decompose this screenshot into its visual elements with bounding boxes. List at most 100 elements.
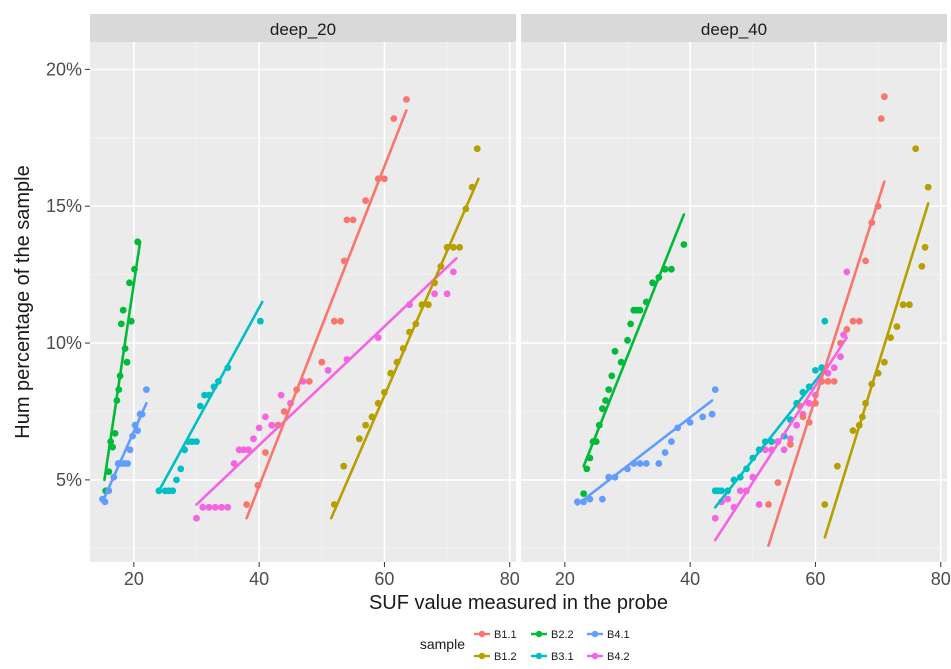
- data-point-B1-1: [280, 408, 288, 415]
- facet-strip-deep_20: [90, 14, 516, 42]
- data-point-B4-2: [240, 446, 247, 454]
- data-point-B2-2: [599, 405, 606, 413]
- data-point-B4-2: [431, 290, 438, 298]
- legend-key-point-B1-2: [478, 652, 486, 660]
- fit-line-B1-1: [245, 109, 408, 520]
- data-point-B4-2: [324, 367, 332, 374]
- fit-line-B1-2: [329, 177, 480, 520]
- x-tick-label: 20: [124, 569, 144, 589]
- facet-strip-label: deep_40: [701, 20, 767, 39]
- data-point-B1-1: [830, 378, 838, 385]
- data-point-B1-1: [381, 175, 388, 183]
- data-point-B4-2: [780, 446, 788, 454]
- data-point-B1-1: [843, 326, 851, 333]
- data-point-B2-2: [126, 279, 133, 287]
- data-point-B3-1: [821, 317, 829, 325]
- data-point-B2-2: [580, 490, 587, 497]
- legend-key-point-B1-1: [478, 630, 486, 638]
- data-point-B2-2: [668, 265, 675, 273]
- fit-line-B4-1: [101, 401, 148, 504]
- data-point-B1-2: [849, 427, 857, 434]
- data-point-B1-1: [343, 216, 351, 224]
- data-point-B3-1: [196, 402, 204, 410]
- data-point-B2-2: [111, 430, 119, 437]
- data-point-B2-2: [636, 306, 644, 314]
- data-point-B4-2: [793, 421, 800, 429]
- data-point-B1-2: [899, 301, 907, 309]
- legend-label-B4-2: B4.2: [607, 651, 630, 663]
- data-point-B2-2: [605, 386, 613, 393]
- data-point-B1-2: [906, 301, 913, 309]
- data-point-B4-2: [837, 353, 844, 361]
- data-point-B1-1: [337, 317, 344, 325]
- panel-background-deep_40: [521, 42, 947, 562]
- data-point-B4-2: [211, 503, 219, 511]
- data-point-B4-2: [230, 460, 238, 467]
- data-point-B4-2: [450, 268, 457, 276]
- legend-title: sample: [420, 636, 465, 652]
- data-point-B1-1: [349, 216, 357, 224]
- data-point-B4-2: [205, 503, 213, 511]
- data-point-B2-2: [119, 306, 127, 314]
- data-point-B1-1: [262, 449, 269, 456]
- data-point-B1-2: [424, 301, 432, 309]
- data-point-B4-2: [224, 503, 232, 511]
- data-point-B1-2: [918, 263, 926, 270]
- data-point-B3-1: [173, 476, 180, 484]
- data-point-B1-2: [893, 323, 901, 330]
- data-point-B1-1: [362, 197, 369, 205]
- data-point-B2-2: [123, 358, 131, 366]
- legend-label-B4-1: B4.1: [607, 629, 630, 641]
- data-point-B1-2: [356, 435, 363, 443]
- fit-line-B4-2: [195, 256, 458, 506]
- fit-line-B1-1: [767, 180, 886, 547]
- data-point-B4-2: [755, 501, 763, 508]
- data-point-B4-2: [250, 435, 257, 443]
- data-point-B1-1: [881, 93, 888, 101]
- data-point-B1-2: [921, 243, 929, 251]
- data-point-B1-1: [799, 413, 807, 421]
- data-point-B1-1: [403, 96, 410, 103]
- data-point-B4-1: [668, 438, 675, 445]
- fit-line-B2-2: [582, 213, 686, 468]
- data-point-B1-2: [362, 421, 369, 429]
- data-point-B4-2: [824, 369, 832, 377]
- data-point-B4-2: [805, 399, 813, 407]
- data-point-B2-2: [624, 336, 631, 344]
- y-axis-title: Hum percentage of the sample: [12, 165, 34, 439]
- legend-label-B2-2: B2.2: [551, 629, 574, 641]
- data-point-B4-2: [736, 487, 744, 495]
- data-point-B4-2: [268, 421, 276, 429]
- data-point-B3-1: [812, 367, 819, 374]
- data-point-B1-2: [834, 462, 841, 470]
- data-point-B4-2: [374, 334, 382, 341]
- fit-line-B3-1: [713, 363, 830, 509]
- data-point-B2-2: [608, 372, 616, 380]
- legend-label-B1-2: B1.2: [494, 651, 517, 663]
- data-point-B1-1: [849, 317, 857, 325]
- x-tick-label: 60: [374, 569, 394, 589]
- data-point-B1-2: [881, 358, 888, 366]
- x-tick-label: 80: [931, 569, 951, 589]
- data-point-B4-1: [636, 460, 644, 467]
- data-point-B4-1: [642, 460, 650, 467]
- data-point-B4-2: [711, 514, 719, 522]
- fit-line-B4-1: [576, 399, 714, 506]
- legend-key-point-B3-1: [535, 652, 543, 660]
- data-point-B1-1: [318, 358, 326, 366]
- facet-strip-deep_40: [521, 14, 947, 42]
- data-point-B2-2: [680, 241, 688, 248]
- facet-strip-label: deep_20: [270, 20, 336, 39]
- data-point-B4-2: [245, 446, 252, 454]
- data-point-B1-2: [456, 243, 463, 251]
- data-point-B2-2: [617, 358, 625, 366]
- fit-line-B2-2: [103, 240, 142, 482]
- panel-background-deep_20: [90, 42, 516, 562]
- data-point-B4-2: [840, 331, 847, 339]
- x-tick-label: 80: [500, 569, 520, 589]
- data-point-B3-1: [718, 487, 725, 495]
- data-point-B4-2: [218, 503, 226, 511]
- legend-label-B1-1: B1.1: [494, 629, 517, 641]
